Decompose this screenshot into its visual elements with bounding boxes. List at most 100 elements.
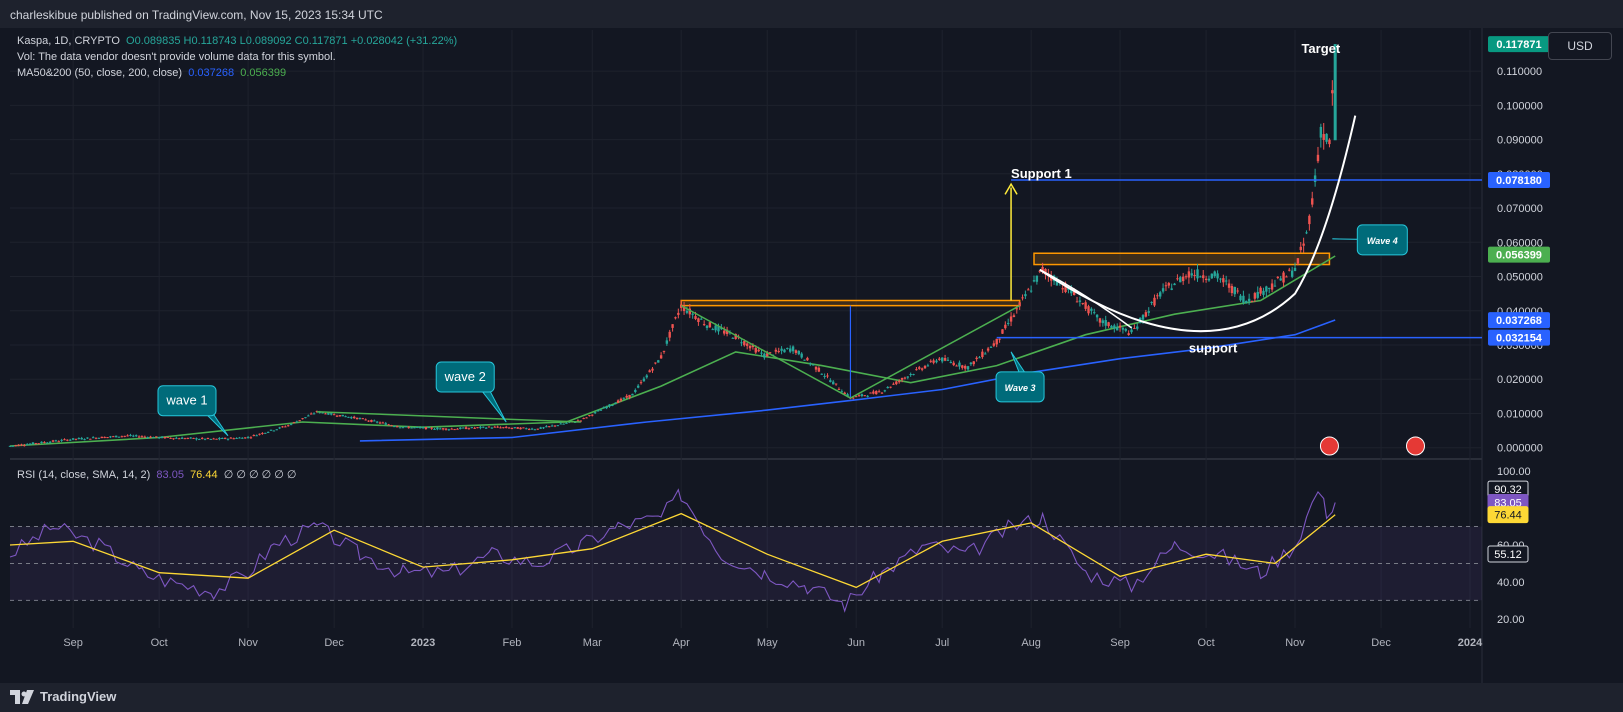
candle-body [507, 427, 511, 429]
candle-body [373, 420, 376, 422]
candle-body [390, 425, 393, 427]
candle-body [347, 416, 350, 418]
candle-body [527, 429, 531, 431]
candle-body [1333, 44, 1337, 141]
ma-label: MA50&200 (50, close, 200, close) [17, 67, 183, 79]
candle-body [1210, 273, 1214, 279]
candle-body [74, 438, 78, 440]
candle-body [766, 353, 769, 357]
candle-body [51, 440, 55, 442]
candle-body [1095, 314, 1099, 318]
candle-body [48, 441, 52, 443]
candle-body [986, 348, 990, 351]
candle-body [941, 357, 944, 362]
tradingview-logo[interactable]: TradingView [10, 689, 116, 704]
candle-body [1250, 301, 1254, 303]
candle-body [453, 429, 456, 431]
candle-body [920, 368, 924, 370]
volume-note-text: Vol: The data vendor doesn't provide vol… [17, 51, 336, 63]
candle-body [662, 350, 666, 352]
candle-body [226, 438, 230, 440]
rsi-tick-label: 40.00 [1497, 577, 1525, 589]
candle-body [1270, 283, 1274, 290]
price-chart[interactable]: wave 1 wave 2 Wave 3 Wave 4 Support 1 support… [0, 0, 1623, 683]
candle-body [972, 361, 975, 365]
x-tick-label: Aug [1021, 637, 1041, 649]
candle-body [324, 413, 327, 415]
candle-body [436, 427, 439, 430]
candle-body [209, 438, 212, 440]
candle-body [1316, 154, 1320, 162]
candle-body [1290, 270, 1294, 277]
candle-body [37, 443, 40, 445]
moving-averages [9, 255, 1336, 447]
candle-body [126, 435, 129, 437]
candle-body [430, 427, 433, 429]
x-tick-label: 2024 [1458, 637, 1483, 649]
candle-body [1098, 318, 1102, 323]
candle-body [751, 344, 755, 348]
currency-button[interactable]: USD [1548, 32, 1612, 60]
candle-body [625, 395, 628, 398]
candle-body [198, 439, 201, 441]
candle-body [157, 437, 161, 439]
candle-body [1176, 278, 1179, 280]
chart-area[interactable] [10, 28, 1623, 683]
candle-body [180, 437, 184, 439]
x-tick-label: Jun [847, 637, 865, 649]
candle-body [720, 328, 723, 330]
candle-body [1004, 324, 1007, 329]
candle-body [1285, 276, 1288, 278]
symbol-name[interactable]: Kaspa, 1D, CRYPTO [17, 35, 120, 47]
candle-body [800, 353, 803, 358]
candle-body [1204, 278, 1208, 280]
candle-body [1245, 300, 1248, 303]
publisher-bar: charleskibue published on TradingView.co… [0, 0, 1623, 28]
candle-body [1035, 275, 1039, 282]
candle-body [249, 437, 253, 439]
y-tick-label: 0.010000 [1497, 408, 1543, 420]
candle-body [1156, 295, 1159, 297]
candle-body [424, 427, 428, 430]
candle-body [1288, 269, 1291, 271]
candle-body [350, 417, 353, 419]
annotation-label: support [1189, 340, 1238, 355]
x-tick-label: Mar [583, 637, 602, 649]
candle-body [1328, 139, 1331, 145]
candle-body [143, 436, 147, 438]
ma50-line [359, 319, 1336, 442]
rsi-legend[interactable]: RSI (14, close, SMA, 14, 2) 83.05 76.44 … [17, 468, 297, 482]
candle-body [370, 419, 373, 422]
rsi-label-box [1487, 506, 1529, 524]
rsi-tick-label: 20.00 [1497, 614, 1525, 626]
candle-body [677, 312, 680, 315]
candle-body [740, 342, 743, 344]
ma-legend[interactable]: MA50&200 (50, close, 200, close) 0.03726… [17, 66, 286, 80]
candle-body [1253, 293, 1257, 299]
candle-body [562, 423, 565, 425]
rsi-label: RSI (14, close, SMA, 14, 2) [17, 469, 151, 481]
candle-body [31, 442, 35, 445]
candle-body [619, 398, 623, 401]
candle-body [883, 390, 887, 392]
candle-body [1015, 308, 1018, 310]
candle-body [1027, 289, 1030, 291]
candle-body [788, 348, 792, 352]
candle-body [462, 427, 465, 429]
candle-body [413, 427, 416, 429]
candle-body [777, 350, 780, 352]
candle-body [86, 437, 89, 439]
candle-body [80, 438, 83, 440]
candle-body [1279, 278, 1282, 281]
candle-body [519, 427, 522, 430]
candle-body [1070, 289, 1073, 294]
candle-body [915, 369, 918, 371]
candle-body [843, 392, 846, 395]
candle-body [1181, 276, 1185, 282]
candle-body [711, 329, 714, 331]
candle-body [493, 426, 496, 428]
rsi-sma-value: 76.44 [190, 469, 218, 481]
candle-body [393, 426, 396, 428]
candle-body [542, 427, 545, 429]
candle-body [536, 428, 539, 430]
